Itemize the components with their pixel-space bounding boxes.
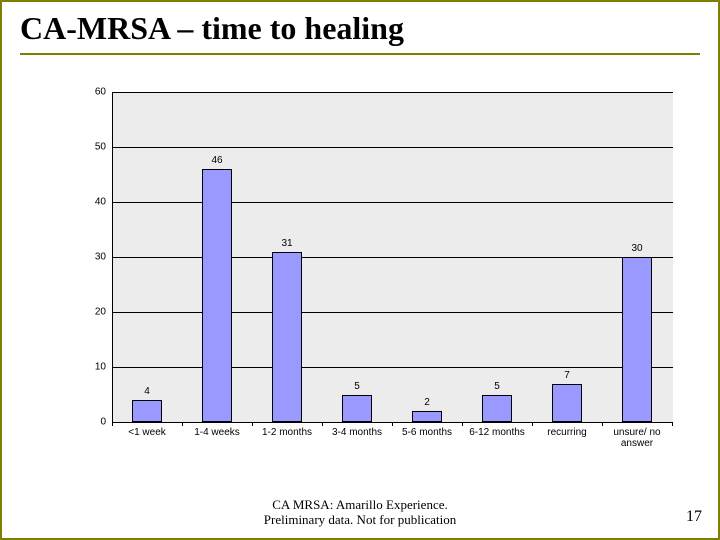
x-category-label: unsure/ no answer xyxy=(602,427,672,449)
x-tick xyxy=(252,422,253,426)
x-tick xyxy=(112,422,113,426)
page-title: CA-MRSA – time to healing xyxy=(20,10,700,47)
bar xyxy=(412,411,441,422)
x-tick xyxy=(182,422,183,426)
chart-panel: 01020304050604<1 week461-4 weeks311-2 mo… xyxy=(77,92,672,457)
footer-line-1: CA MRSA: Amarillo Experience. xyxy=(272,497,447,512)
x-category-label: <1 week xyxy=(112,427,182,438)
bar-value-label: 4 xyxy=(127,386,167,397)
x-category-label: 1-4 weeks xyxy=(182,427,252,438)
title-wrap: CA-MRSA – time to healing xyxy=(20,10,700,55)
y-tick-label: 0 xyxy=(77,417,106,428)
bar xyxy=(342,395,371,423)
y-tick-label: 30 xyxy=(77,252,106,263)
bar xyxy=(552,384,581,423)
bar xyxy=(272,252,301,423)
x-category-label: recurring xyxy=(532,427,602,438)
x-tick xyxy=(322,422,323,426)
x-tick xyxy=(462,422,463,426)
bar-value-label: 5 xyxy=(477,381,517,392)
bar-value-label: 2 xyxy=(407,397,447,408)
footer-caption: CA MRSA: Amarillo Experience. Preliminar… xyxy=(2,498,718,528)
bar-value-label: 31 xyxy=(267,238,307,249)
slide-frame: CA-MRSA – time to healing 0 10 20 30 40 50 60 4… xyxy=(0,0,720,540)
x-category-label: 6-12 months xyxy=(462,427,532,438)
bar-value-label: 30 xyxy=(617,243,657,254)
x-tick xyxy=(392,422,393,426)
bar xyxy=(202,169,231,422)
bar xyxy=(482,395,511,423)
bar-value-label: 46 xyxy=(197,155,237,166)
x-tick xyxy=(602,422,603,426)
bar xyxy=(622,257,651,422)
bar xyxy=(132,400,161,422)
page-number: 17 xyxy=(686,508,702,526)
x-category-label: 3-4 months xyxy=(322,427,392,438)
x-category-label: 1-2 months xyxy=(252,427,322,438)
y-tick-label: 40 xyxy=(77,197,106,208)
x-category-label: 5-6 months xyxy=(392,427,462,438)
bar-value-label: 7 xyxy=(547,370,587,381)
x-tick xyxy=(672,422,673,426)
footer-line-2: Preliminary data. Not for publication xyxy=(264,512,456,527)
bars-layer xyxy=(112,92,672,422)
y-tick-label: 20 xyxy=(77,307,106,318)
y-tick-label: 50 xyxy=(77,142,106,153)
y-tick-label: 10 xyxy=(77,362,106,373)
y-tick-label: 60 xyxy=(77,87,106,98)
bar-value-label: 5 xyxy=(337,381,377,392)
x-tick xyxy=(532,422,533,426)
